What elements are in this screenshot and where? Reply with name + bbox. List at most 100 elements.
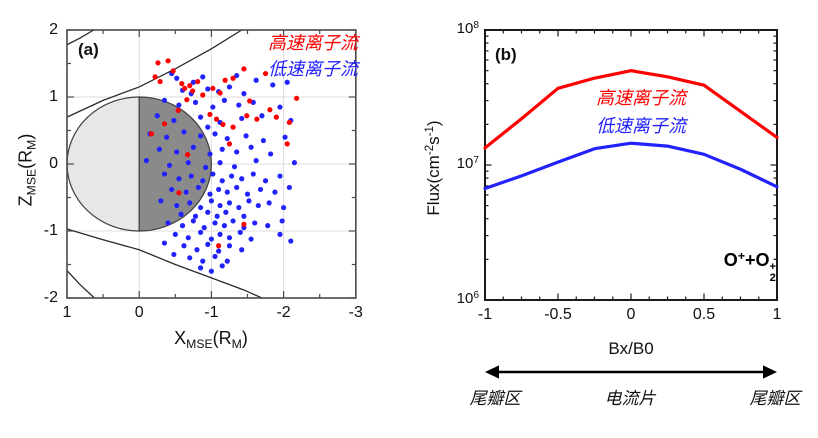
- scatter-point: [222, 77, 228, 83]
- scatter-point: [161, 97, 168, 103]
- scatter-point: [212, 253, 218, 260]
- legend-entry-fast-ions: 高速离子流: [596, 88, 686, 108]
- scatter-point: [201, 225, 207, 231]
- scatter-point: [260, 137, 266, 144]
- scatter-point: [219, 178, 225, 184]
- scatter-point: [284, 141, 290, 147]
- scatter-point: [187, 255, 193, 261]
- scatter-point: [216, 248, 222, 254]
- scatter-point: [158, 198, 164, 204]
- scatter-point: [207, 191, 213, 197]
- y-tick-label: 106: [456, 290, 479, 308]
- scatter-point: [165, 220, 171, 226]
- scatter-point: [293, 95, 300, 101]
- scatter-point: [174, 202, 180, 209]
- scatter-point: [226, 235, 233, 241]
- x-tick-label: -1: [204, 304, 219, 321]
- scatter-point: [208, 268, 214, 274]
- scatter-point: [172, 231, 178, 237]
- x-tick-label: -0.5: [544, 306, 572, 323]
- scatter-point: [234, 184, 240, 191]
- scatter-point: [208, 198, 214, 204]
- scatter-point: [212, 220, 218, 226]
- scatter-point: [277, 104, 283, 110]
- scatter-point: [179, 81, 185, 87]
- region-arrow-left-head-icon: [485, 365, 499, 379]
- flux-line: [483, 141, 779, 191]
- scatter-point: [246, 198, 252, 204]
- scatter-point: [171, 117, 177, 124]
- scatter-point: [219, 263, 225, 269]
- region-label-current-sheet: 电流片: [604, 389, 656, 408]
- scatter-point: [230, 218, 236, 224]
- ion-species-annotation: O++O +2: [723, 249, 776, 284]
- scatter-point: [161, 240, 168, 246]
- scatter-point: [282, 134, 288, 140]
- scatter-point: [236, 102, 242, 108]
- scatter-point: [205, 209, 211, 215]
- scatter-point: [195, 78, 201, 85]
- x-tick-label: -3: [348, 304, 363, 321]
- scatter-point: [205, 86, 211, 92]
- region-arrow: [485, 365, 777, 379]
- scatter-point: [224, 135, 230, 142]
- scatter-point: [229, 173, 235, 179]
- scatter-point: [143, 158, 150, 164]
- planet-nightside: [138, 96, 212, 232]
- scatter-point: [244, 113, 250, 119]
- scatter-point: [181, 243, 187, 249]
- scatter-point: [217, 90, 223, 96]
- scatter-point: [254, 116, 260, 122]
- x-tick-label: 0: [134, 304, 144, 321]
- scatter-point: [216, 186, 222, 193]
- scatter-point: [190, 79, 196, 85]
- scatter-point: [219, 146, 225, 152]
- scatter-point: [239, 176, 245, 182]
- scatter-point: [257, 186, 264, 193]
- scatter-point: [244, 191, 251, 197]
- scatter-point: [197, 265, 204, 271]
- bow-shock-lower: [66, 270, 95, 299]
- legend-entry-fast-ions: 高速离子流: [268, 33, 358, 53]
- scatter-point: [243, 133, 249, 139]
- scatter-point: [217, 202, 223, 209]
- scatter-point: [239, 115, 245, 122]
- scatter-point: [164, 134, 170, 140]
- scatter-point: [174, 149, 180, 155]
- scatter-point: [205, 241, 211, 247]
- scatter-point: [207, 111, 213, 118]
- y-tick-label: 0: [49, 155, 58, 172]
- scatter-point: [279, 218, 285, 224]
- scatter-point: [205, 124, 211, 130]
- scatter-point: [248, 236, 254, 242]
- y-tick-label: 108: [456, 20, 479, 38]
- x-tick-label: -1: [477, 306, 493, 323]
- legend-entry-slow-ions: 低速离子流: [596, 116, 686, 136]
- scatter-point: [184, 97, 190, 103]
- scatter-point: [152, 74, 158, 80]
- scatter-point: [253, 77, 259, 83]
- magnetopause-lower: [66, 228, 263, 299]
- scatter-point: [187, 200, 193, 206]
- scatter-point: [262, 178, 269, 184]
- scatter-point: [221, 97, 227, 103]
- scatter-point: [210, 85, 216, 91]
- y-tick-label: -1: [43, 222, 58, 239]
- scatter-point: [265, 223, 271, 229]
- panel-b-label: (b): [495, 45, 517, 64]
- scatter-point: [291, 160, 298, 166]
- planet-dayside: [66, 96, 140, 232]
- x-axis-label-b: Bx/B0: [608, 339, 654, 358]
- scatter-point: [166, 162, 173, 168]
- legend-entry-slow-ions: 低速离子流: [268, 59, 358, 79]
- scatter-point: [197, 133, 204, 139]
- scatter-point: [226, 243, 233, 249]
- scatter-point: [178, 211, 184, 217]
- scatter-plot-svg: [66, 29, 357, 299]
- scatter-point: [272, 189, 278, 195]
- scatter-point: [156, 146, 163, 152]
- scatter-point: [252, 220, 258, 226]
- scatter-point: [221, 223, 227, 229]
- scatter-point: [171, 251, 177, 258]
- legend-b: 高速离子流 低速离子流: [596, 84, 686, 140]
